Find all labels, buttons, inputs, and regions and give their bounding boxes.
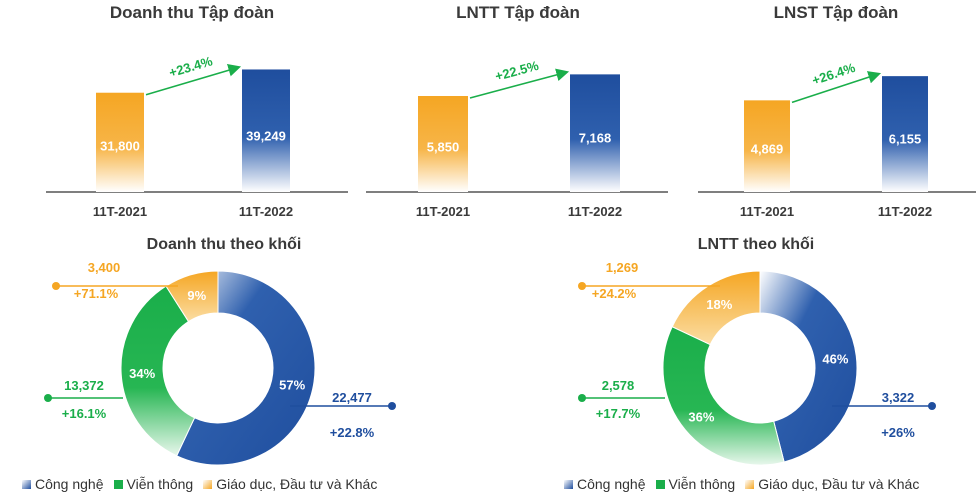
legend-label: Giáo dục, Đầu tư và Khác (216, 476, 378, 492)
donut-slice (759, 270, 858, 463)
x-tick-label: 11T-2022 (878, 204, 932, 219)
donut-charts: 57% 34% 9% 22,477 +22.8% 13,372 +16.1% 3,400 +71… (44, 260, 936, 466)
x-tick-label: 11T-2021 (93, 204, 147, 219)
legend-label: Viễn thông (668, 476, 736, 492)
callout-growth: +17.7% (596, 406, 641, 421)
bar (570, 74, 620, 192)
callout-growth: +26% (881, 425, 915, 440)
callout-dot (928, 402, 936, 410)
slice-percent-label: 34% (129, 366, 155, 381)
callout-growth: +16.1% (62, 406, 107, 421)
growth-arrow (791, 71, 882, 104)
callout-growth: +22.8% (330, 425, 375, 440)
slice-percent-label: 57% (279, 378, 305, 393)
growth-arrow (469, 68, 570, 99)
slice-percent-label: 18% (706, 297, 732, 312)
callout-value: 13,372 (64, 378, 104, 393)
x-tick-label: 11T-2021 (740, 204, 794, 219)
bar (96, 92, 144, 192)
bar (882, 76, 928, 192)
legend-label: Công nghệ (577, 476, 646, 492)
callout-growth: +24.2% (592, 286, 637, 301)
legend-right: Công nghệ Viễn thông Giáo dục, Đầu tư và… (564, 476, 929, 492)
x-tick-label: 11T-2022 (568, 204, 622, 219)
callout-dot (388, 402, 396, 410)
donut-slice (671, 270, 761, 346)
legend-swatch-blue-icon (564, 479, 573, 489)
growth-label: +22.5% (493, 58, 540, 84)
legend-label: Viễn thông (126, 476, 194, 492)
legend-swatch-green-icon (113, 479, 123, 489)
slice-percent-label: 9% (187, 288, 206, 303)
callout-value: 1,269 (606, 260, 639, 275)
legend-swatch-orange-icon (203, 479, 213, 489)
x-tick-label: 11T-2021 (416, 204, 470, 219)
bar-value-label: 31,800 (100, 138, 140, 153)
bar (744, 100, 790, 192)
bar (418, 96, 468, 192)
bar (242, 69, 290, 192)
bar-value-label: 5,850 (427, 140, 460, 155)
chart-title-doanh-thu-theo-khoi: Doanh thu theo khối (146, 236, 302, 253)
legend-item-cong-nghe: Công nghệ (564, 476, 646, 492)
bar-value-label: 7,168 (579, 131, 612, 146)
callout-dot (578, 394, 586, 402)
callout-value: 3,400 (88, 260, 121, 275)
slice-percent-label: 36% (688, 409, 714, 424)
bar-value-label: 6,155 (889, 131, 922, 146)
callout-value: 2,578 (602, 378, 635, 393)
callout-dot (44, 394, 52, 402)
callout-dot (52, 282, 60, 290)
legend-swatch-orange-icon (745, 479, 755, 489)
callout-dot (578, 282, 586, 290)
chart-title-lntt-theo-khoi: LNTT theo khối (697, 236, 815, 253)
bar-value-label: 4,869 (751, 142, 784, 157)
donut-slice (120, 285, 196, 457)
legend-item-cong-nghe: Công nghệ (22, 476, 104, 492)
legend-item-giao-duc: Giáo dục, Đầu tư và Khác (203, 476, 377, 492)
donut-slice (176, 270, 316, 466)
legend-item-vien-thong: Viễn thông (113, 476, 194, 492)
legend-swatch-blue-icon (22, 479, 31, 489)
callout-value: 3,322 (882, 390, 915, 405)
chart-title-doanh-thu: Doanh thu Tập đoàn (109, 3, 275, 22)
slice-percent-label: 46% (822, 351, 848, 366)
bar-value-label: 39,249 (246, 129, 286, 144)
legend-swatch-green-icon (655, 479, 665, 489)
x-tick-label: 11T-2022 (239, 204, 293, 219)
growth-arrow (145, 64, 242, 96)
callout-growth: +71.1% (74, 286, 119, 301)
bar-charts: 31,80011T-202139,24911T-2022+23.4%5,8501… (46, 53, 976, 219)
callout-value: 22,477 (332, 390, 372, 405)
legend-label: Công nghệ (35, 476, 104, 492)
chart-title-lntt: LNTT Tập đoàn (456, 3, 580, 22)
donut-slice (662, 326, 785, 466)
chart-title-lnst: LNST Tập đoàn (773, 3, 899, 22)
legend-item-giao-duc: Giáo dục, Đầu tư và Khác (745, 476, 919, 492)
legend-label: Giáo dục, Đầu tư và Khác (758, 476, 920, 492)
legend-left: Công nghệ Viễn thông Giáo dục, Đầu tư và… (22, 476, 387, 492)
donut-slice (165, 270, 219, 323)
legend-item-vien-thong: Viễn thông (655, 476, 736, 492)
